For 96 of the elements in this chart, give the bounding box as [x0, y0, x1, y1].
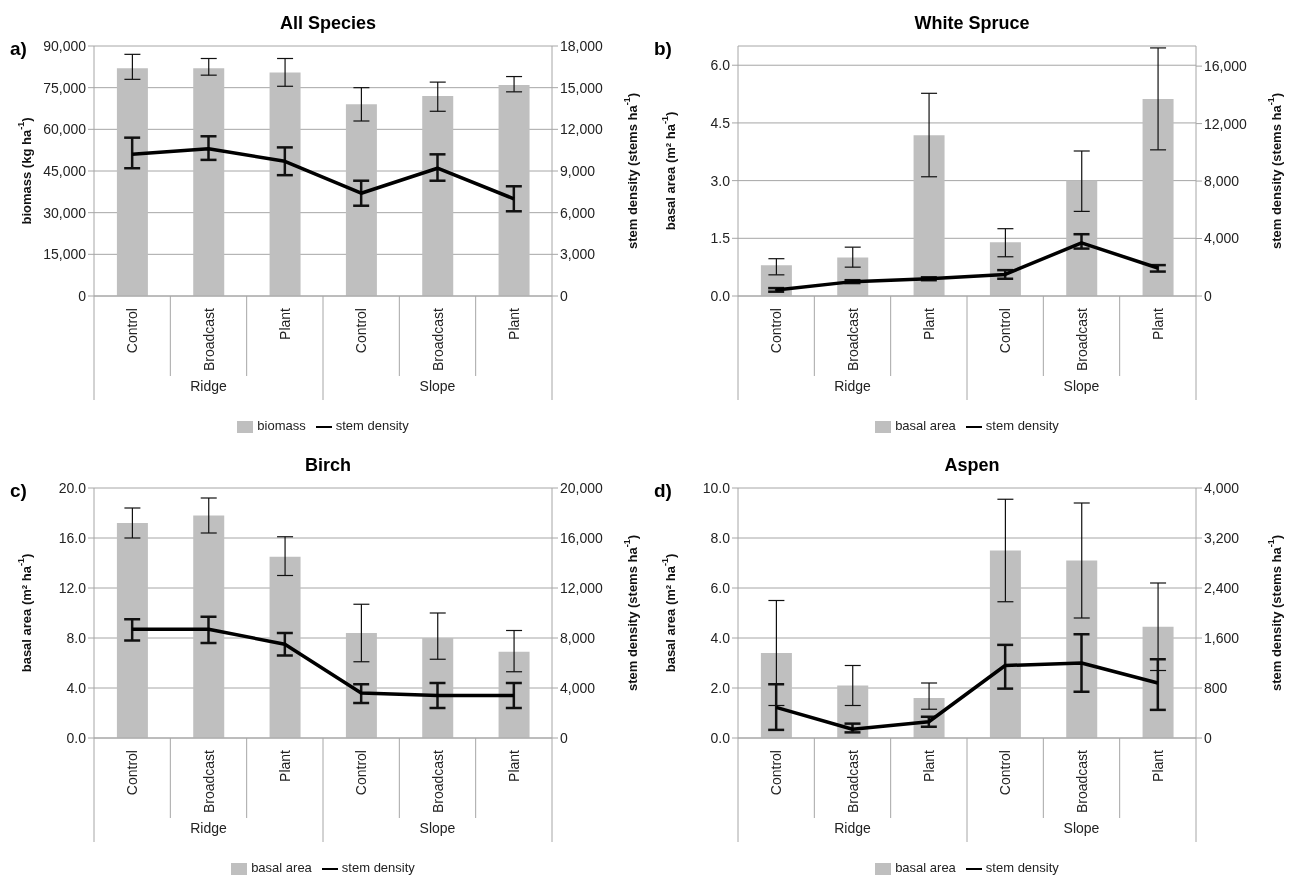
legend-label: stem density	[341, 860, 415, 875]
y2-tick-label: 9,000	[560, 162, 596, 179]
y-tick-label: 2.0	[710, 679, 731, 696]
y2-tick-label: 3,000	[560, 246, 596, 263]
x-tick-label: Control	[997, 308, 1014, 354]
chart-title: Birch	[304, 454, 352, 477]
x-tick-label: Broadcast	[1073, 749, 1090, 814]
x-tick-label: Plant	[505, 307, 522, 340]
y2-tick-label: 4,000	[1204, 230, 1240, 247]
y-tick-label: 4.5	[710, 114, 731, 131]
y2-tick-label: 16,000	[560, 529, 604, 546]
y-tick-label: 10.0	[702, 479, 731, 496]
y-tick-label: 60,000	[43, 121, 87, 138]
legend-label: basal area	[895, 418, 956, 433]
y2-tick-label: 800	[1204, 679, 1228, 696]
x-tick-label: Control	[768, 308, 785, 354]
y-tick-label: 16.0	[58, 529, 87, 546]
y2-tick-label: 0	[560, 287, 568, 304]
y-tick-label: 0.0	[710, 729, 731, 746]
y2-tick-label: 20,000	[560, 479, 604, 496]
legend-label: basal area	[251, 860, 312, 875]
y2-tick-label: 12,000	[560, 579, 604, 596]
x-tick-label: Control	[353, 308, 370, 354]
chart-title: All Species	[278, 12, 377, 35]
y-tick-label: 1.5	[710, 230, 731, 247]
y-tick-label: 4.0	[66, 679, 87, 696]
y-tick-label: 15,000	[43, 246, 87, 263]
x-tick-label: Control	[124, 308, 141, 354]
y2-tick-label: 18,000	[560, 37, 604, 54]
y2-tick-label: 0	[1204, 287, 1212, 304]
y-tick-label: 4.0	[710, 629, 731, 646]
text: Ridge	[189, 378, 228, 394]
y-tick-label: 6.0	[710, 579, 731, 596]
text: Slope	[418, 378, 457, 394]
y2-tick-label: 1,600	[1204, 629, 1240, 646]
x-tick-label: Broadcast	[844, 307, 861, 372]
y-tick-label: 75,000	[43, 79, 87, 96]
y-tick-label: 3.0	[710, 172, 731, 189]
text: d)	[654, 480, 672, 502]
text: Ridge	[833, 378, 872, 394]
y-tick-label: 6.0	[710, 57, 731, 74]
y2-tick-label: 15,000	[560, 79, 604, 96]
text: Ridge	[189, 820, 228, 836]
y2-tick-label: 4,000	[1204, 479, 1240, 496]
legend-label: stem density	[985, 418, 1059, 433]
legend-label: stem density	[335, 418, 409, 433]
x-tick-label: Broadcast	[1073, 307, 1090, 372]
x-tick-label: Plant	[920, 307, 937, 340]
y2-tick-label: 12,000	[1204, 115, 1248, 132]
text: Slope	[1062, 820, 1101, 836]
text: a)	[10, 38, 27, 60]
x-tick-label: Plant	[920, 749, 937, 782]
chart-title: White Spruce	[913, 12, 1031, 35]
y-tick-label: 90,000	[43, 37, 87, 54]
y2-tick-label: 8,000	[560, 629, 596, 646]
x-tick-label: Plant	[505, 749, 522, 782]
text: Slope	[1062, 378, 1101, 394]
y2-tick-label: 3,200	[1204, 529, 1240, 546]
y-tick-label: 8.0	[66, 629, 87, 646]
legend-label: basal area	[895, 860, 956, 875]
y-tick-label: 45,000	[43, 162, 87, 179]
y-tick-label: 0.0	[66, 729, 87, 746]
x-tick-label: Broadcast	[429, 749, 446, 814]
x-tick-label: Control	[768, 750, 785, 796]
y-tick-label: 0.0	[710, 287, 731, 304]
y2-tick-label: 8,000	[1204, 173, 1240, 190]
x-tick-label: Plant	[276, 749, 293, 782]
text: c)	[10, 480, 27, 502]
y-tick-label: 30,000	[43, 204, 87, 221]
y2-tick-label: 0	[560, 729, 568, 746]
text: Slope	[418, 820, 457, 836]
legend-label: stem density	[985, 860, 1059, 875]
y-tick-label: 12.0	[58, 579, 87, 596]
y2-tick-label: 12,000	[560, 121, 604, 138]
chart-title: Aspen	[943, 454, 1001, 477]
x-tick-label: Broadcast	[200, 307, 217, 372]
x-tick-label: Broadcast	[200, 749, 217, 814]
x-tick-label: Control	[124, 750, 141, 796]
y2-tick-label: 2,400	[1204, 579, 1240, 596]
y2-tick-label: 6,000	[560, 204, 596, 221]
x-tick-label: Control	[997, 750, 1014, 796]
x-tick-label: Plant	[276, 307, 293, 340]
y-tick-label: 8.0	[710, 529, 731, 546]
text: b)	[654, 38, 672, 60]
x-tick-label: Control	[353, 750, 370, 796]
legend-label: biomass	[257, 418, 306, 433]
text: Ridge	[833, 820, 872, 836]
y2-tick-label: 4,000	[560, 679, 596, 696]
x-tick-label: Broadcast	[429, 307, 446, 372]
x-tick-label: Plant	[1149, 749, 1166, 782]
y2-tick-label: 0	[1204, 729, 1212, 746]
y2-tick-label: 16,000	[1204, 58, 1248, 75]
y-tick-label: 20.0	[58, 479, 87, 496]
x-tick-label: Broadcast	[844, 749, 861, 814]
x-tick-label: Plant	[1149, 307, 1166, 340]
y-tick-label: 0	[78, 287, 87, 304]
